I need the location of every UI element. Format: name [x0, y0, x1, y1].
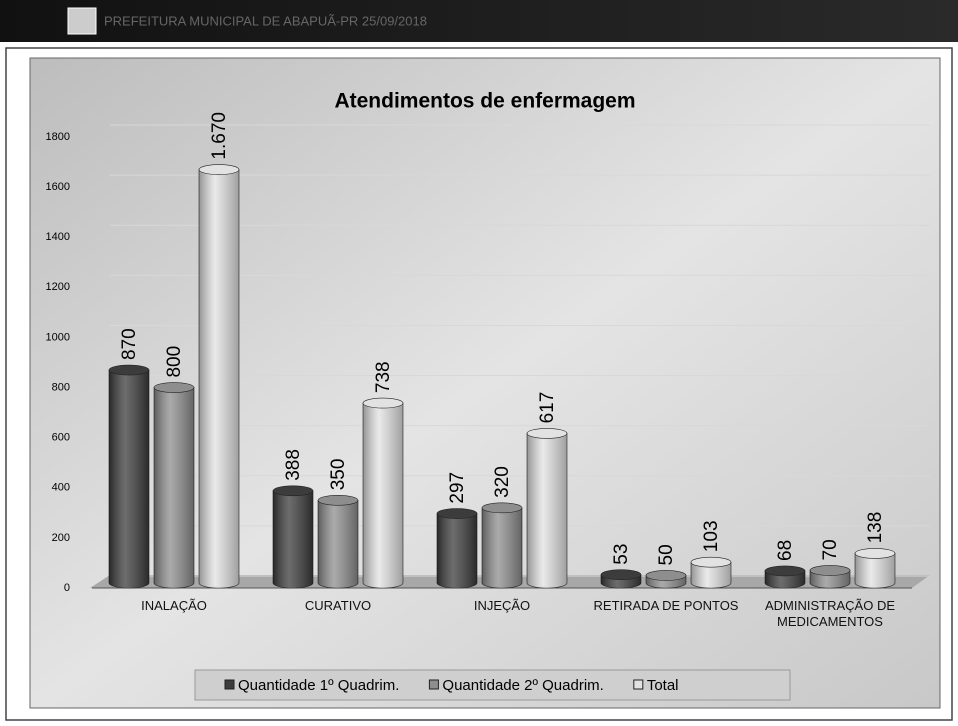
data-label: 68: [775, 540, 796, 561]
bar-shade: [109, 370, 149, 588]
bar-top: [809, 565, 851, 576]
data-label: 70: [820, 539, 841, 560]
y-tick-label: 400: [52, 482, 70, 494]
x-tick-label: RETIRADA DE PONTOS: [593, 598, 739, 613]
legend-swatch: [428, 679, 439, 690]
bar-top: [317, 495, 359, 506]
data-label: 870: [119, 328, 140, 360]
data-label: 738: [373, 361, 394, 393]
frame: [5, 47, 953, 721]
header-bar: [0, 0, 958, 42]
y-tick-label: 600: [52, 432, 70, 444]
data-label: 617: [537, 392, 558, 424]
legend-box: [194, 669, 791, 701]
data-label: 297: [447, 472, 468, 504]
y-tick-label: 200: [52, 532, 70, 544]
logo: [67, 7, 97, 35]
bar-shade: [154, 387, 194, 588]
y-tick-label: 1400: [46, 231, 70, 243]
bar-top: [198, 164, 240, 175]
legend-swatch: [224, 679, 235, 690]
x-tick-label: CURATIVO: [304, 598, 372, 613]
bar-shade: [363, 403, 403, 588]
bar-top: [690, 556, 732, 568]
y-tick-label: 1800: [46, 131, 70, 143]
bar-top: [153, 382, 195, 393]
y-tick-label: 1000: [46, 331, 70, 343]
data-label: 138: [865, 512, 886, 544]
bar-shade: [527, 433, 567, 588]
y-tick-label: 800: [52, 381, 70, 393]
bar-shade: [318, 500, 358, 588]
legend-label: Total: [647, 677, 679, 694]
x-tick-label: INJEÇÃO: [473, 598, 531, 613]
header-title: PREFEITURA MUNICIPAL DE ABAPUÃ-PR 25/09/…: [104, 13, 427, 28]
bar-top: [764, 565, 806, 577]
bar-top: [645, 570, 687, 581]
y-tick-label: 1600: [46, 181, 70, 193]
data-label: 103: [701, 520, 722, 552]
bar-top: [362, 397, 404, 409]
y-tick-label: 1200: [46, 281, 70, 293]
bar-top: [108, 364, 150, 376]
x-tick-label: ADMINISTRAÇÃO DE MEDICAMENTOS: [764, 598, 895, 629]
bar-top: [436, 508, 478, 519]
bar-top: [600, 569, 642, 581]
legend-swatch: [633, 679, 644, 690]
legend-label: Quantidade 1º Quadrim.: [238, 677, 399, 694]
data-label: 350: [328, 459, 349, 491]
bar-shade: [691, 562, 731, 588]
bar-shade: [199, 169, 239, 589]
bar-shade: [437, 513, 477, 588]
bar-top: [526, 428, 568, 439]
bar-shade: [855, 553, 895, 588]
data-label: 388: [283, 449, 304, 481]
data-label: 50: [656, 544, 677, 565]
data-label: 320: [492, 466, 513, 498]
data-label: 800: [164, 346, 185, 378]
y-tick-label: 0: [64, 582, 70, 594]
data-label: 1.670: [209, 112, 230, 160]
x-tick-label: INALAÇÃO: [141, 598, 207, 613]
bar-shade: [273, 490, 313, 588]
legend-label: Quantidade 2º Quadrim.: [442, 677, 603, 694]
bar-top: [272, 485, 314, 497]
chart-title: Atendimentos de enfermagem: [334, 90, 635, 113]
data-label: 53: [611, 544, 632, 565]
bar-shade: [482, 507, 522, 588]
bar-top: [854, 548, 896, 559]
bar-top: [481, 502, 523, 514]
